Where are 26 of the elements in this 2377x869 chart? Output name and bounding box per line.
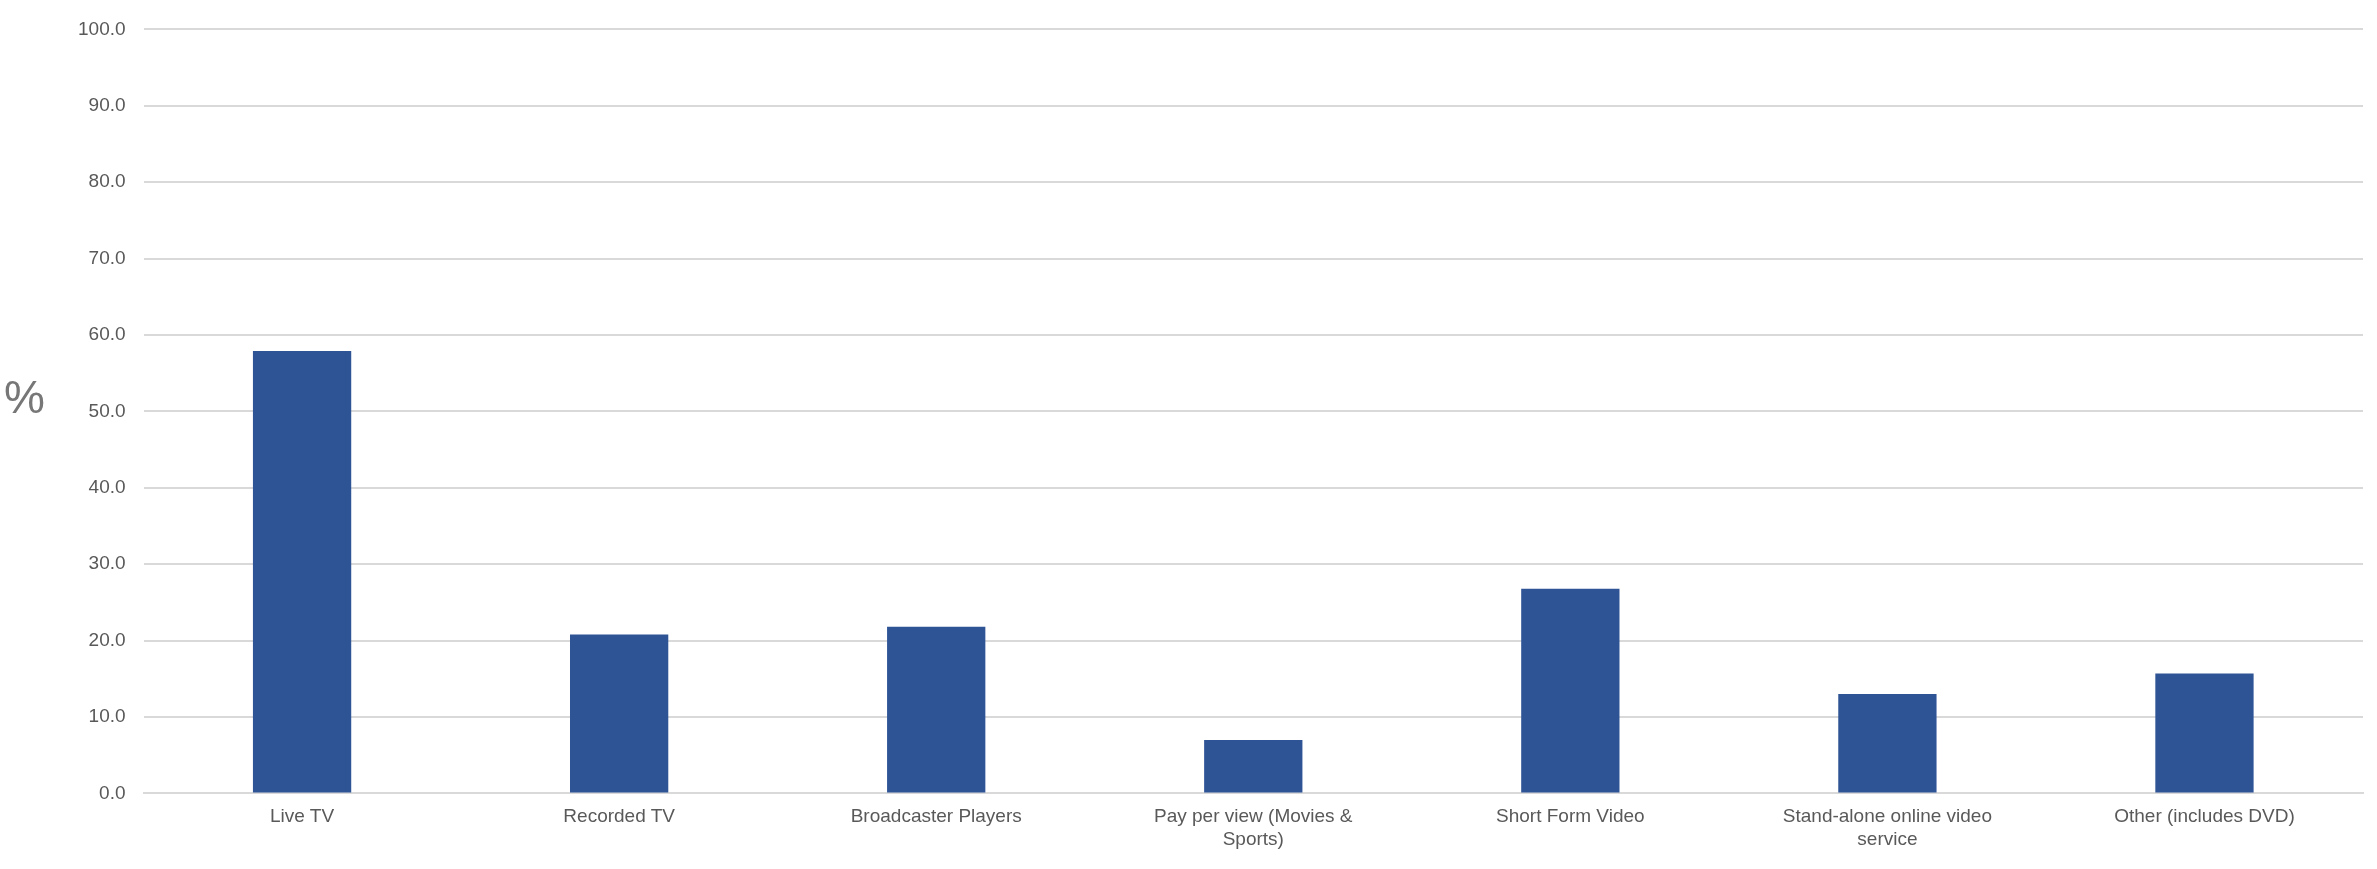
y-tick-label: 10.0 — [88, 705, 126, 727]
x-tick-label: Broadcaster Players — [850, 805, 1022, 827]
bar — [570, 634, 669, 793]
y-tick-label: 90.0 — [88, 94, 126, 116]
x-tick-label: Pay per view (Movies & Sports) — [1154, 805, 1353, 849]
x-tick-label: Other (includes DVD) — [2114, 805, 2295, 827]
y-tick-label: 20.0 — [88, 628, 126, 650]
y-axis-title: % — [4, 370, 45, 424]
x-tick-label: Stand-alone online video service — [1782, 805, 1992, 849]
bar — [252, 351, 352, 793]
bar — [1521, 588, 1620, 793]
y-tick-label: 80.0 — [88, 170, 126, 192]
x-tick-label: Short Form Video — [1496, 805, 1645, 827]
y-tick-label: 70.0 — [88, 246, 126, 268]
bar — [2155, 673, 2254, 793]
bar — [887, 626, 986, 793]
bar — [1204, 739, 1303, 793]
bar — [1838, 694, 1937, 793]
y-tick-label: 60.0 — [88, 323, 126, 345]
x-tick-label: Live TV — [270, 805, 335, 827]
y-tick-label: 30.0 — [88, 552, 126, 574]
y-tick-label: 50.0 — [88, 399, 126, 421]
y-tick-label: 40.0 — [88, 476, 126, 498]
x-tick-label: Recorded TV — [563, 805, 676, 827]
y-tick-label: 0.0 — [99, 781, 126, 803]
y-tick-label: 100.0 — [78, 17, 126, 39]
